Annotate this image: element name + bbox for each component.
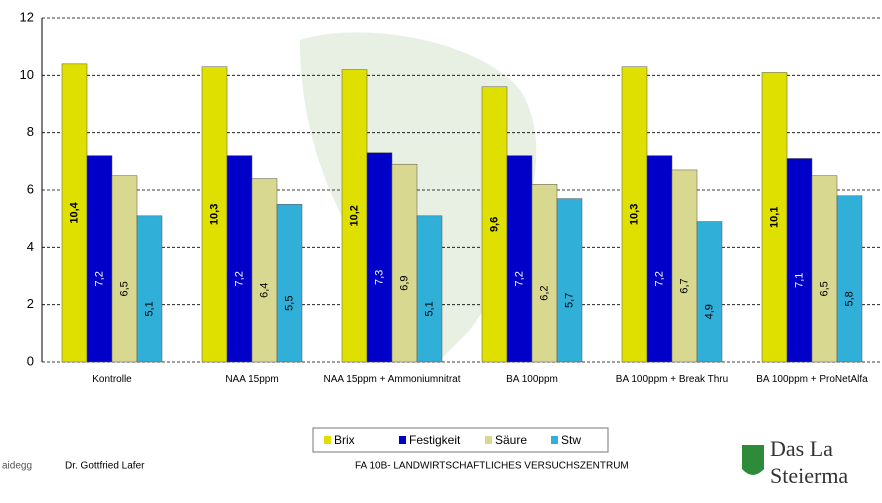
logo-line2: Steierma — [770, 463, 848, 488]
x-tick-label: BA 100ppm + ProNetAlfa — [756, 374, 868, 385]
bar — [226, 155, 253, 363]
legend-label: Festigkeit — [409, 433, 461, 447]
data-label: 10,3 — [628, 204, 640, 225]
logo-line1: Das La — [770, 436, 833, 461]
bar — [136, 215, 163, 363]
legend-label: Säure — [495, 433, 527, 447]
data-label: 7,2 — [653, 271, 665, 286]
legend-swatch — [485, 436, 492, 444]
data-label: 7,2 — [93, 271, 105, 286]
y-tick-label: 0 — [27, 353, 34, 368]
author: Dr. Gottfried Lafer — [65, 461, 145, 472]
bar — [556, 198, 583, 363]
bar — [531, 184, 558, 363]
legend-label: Stw — [561, 433, 581, 447]
data-label: 5,8 — [843, 291, 855, 306]
data-label: 5,7 — [563, 293, 575, 308]
bar — [646, 155, 673, 363]
legend-swatch — [324, 436, 331, 444]
data-label: 4,9 — [703, 304, 715, 319]
institute: FA 10B- LANDWIRTSCHAFTLICHES VERSUCHSZEN… — [355, 461, 629, 472]
data-label: 10,4 — [68, 201, 80, 223]
bar — [416, 215, 443, 363]
coat-of-arms — [742, 445, 764, 475]
legend-swatch — [551, 436, 558, 444]
data-label: 6,9 — [398, 275, 410, 290]
data-label: 10,1 — [768, 207, 780, 228]
bar — [481, 86, 508, 363]
data-label: 6,2 — [538, 285, 550, 300]
bar — [761, 72, 788, 363]
legend-box — [312, 427, 609, 453]
y-tick-label: 2 — [27, 296, 34, 311]
y-tick-label: 6 — [27, 181, 34, 196]
bar — [836, 195, 863, 363]
data-label: 6,5 — [818, 281, 830, 296]
bar — [786, 158, 813, 363]
bar — [86, 155, 113, 363]
bar — [111, 175, 138, 363]
bar — [696, 221, 723, 363]
bar — [61, 63, 88, 363]
data-label: 6,7 — [678, 278, 690, 293]
data-label: 5,1 — [423, 301, 435, 316]
data-label: 7,2 — [513, 271, 525, 286]
bar — [201, 66, 228, 363]
data-label: 5,5 — [283, 296, 295, 311]
bar — [671, 169, 698, 363]
bar — [251, 178, 278, 363]
y-tick-label: 12 — [20, 9, 34, 24]
data-label: 10,3 — [208, 204, 220, 225]
y-tick-label: 8 — [27, 124, 34, 139]
data-label: 6,4 — [258, 283, 270, 298]
data-label: 7,3 — [373, 270, 385, 285]
bar — [341, 69, 368, 363]
bar — [276, 204, 303, 363]
x-tick-label: BA 100ppm + Break Thru — [615, 374, 729, 385]
bar — [391, 163, 418, 363]
left-logo: aidegg — [2, 461, 32, 472]
legend-swatch — [399, 436, 406, 444]
x-tick-label: NAA 15ppm — [225, 374, 279, 385]
data-label: 7,2 — [233, 271, 245, 286]
data-label: 5,1 — [143, 301, 155, 316]
y-tick-label: 10 — [20, 67, 34, 82]
data-label: 10,2 — [348, 205, 360, 226]
bar — [366, 152, 393, 363]
x-tick-label: BA 100ppm — [506, 374, 558, 385]
x-tick-label: Kontrolle — [92, 374, 132, 385]
data-label: 7,1 — [793, 273, 805, 288]
y-tick-label: 4 — [27, 239, 34, 254]
data-label: 6,5 — [118, 281, 130, 296]
bar — [811, 175, 838, 363]
data-label: 9,6 — [488, 217, 500, 232]
legend-label: Brix — [334, 433, 355, 447]
x-tick-label: NAA 15ppm + Ammoniumnitrat — [323, 374, 461, 385]
bar — [621, 66, 648, 363]
bar — [506, 155, 533, 363]
